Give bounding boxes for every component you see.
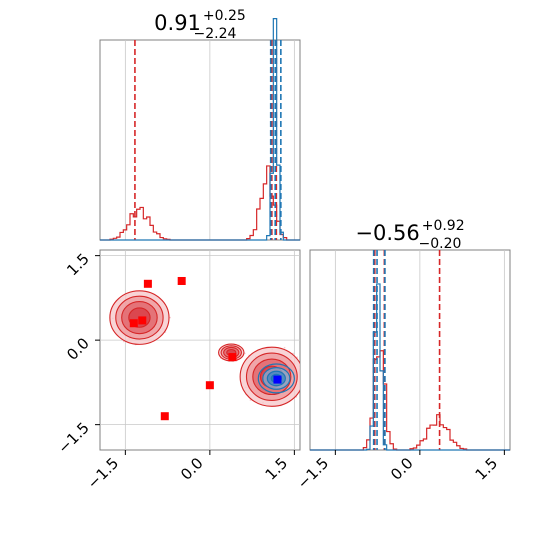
histogram-series-1: [310, 283, 510, 451]
contour-group: [109, 232, 306, 421]
sample-dot: [169, 316, 171, 319]
panel-bottom-left-frame: [99, 249, 301, 451]
sample-dot: [304, 375, 306, 377]
blue-square-point-0: [273, 375, 282, 384]
xtick-label-1: 0.0: [177, 454, 207, 484]
histogram-series-0: [310, 350, 510, 451]
ytick-label-1: 0.0: [63, 334, 93, 364]
panel-bottom-right-title-sub: −0.20: [419, 236, 462, 252]
xtick-label-0: −1.5: [84, 454, 122, 492]
xtick-label-1: 0.0: [387, 454, 417, 484]
sample-dot: [249, 399, 252, 401]
histogram-series-1: [100, 18, 300, 241]
sample-dot: [283, 346, 286, 349]
panel-top-left-title-main: 0.91: [154, 11, 201, 35]
panel-bottom-left-marks: [109, 232, 306, 421]
red-square-point-2: [220, 232, 228, 240]
red-square-point-5: [228, 353, 237, 362]
panel-top-left-title-sup: +0.25: [203, 8, 246, 24]
panel-bottom-right-series: [310, 250, 510, 451]
panel-top-left-grid: [124, 40, 295, 240]
ytick-label-0: −1.5: [54, 419, 92, 457]
panel-bottom-right-title: −0.56 +0.92 −0.20: [355, 218, 464, 252]
red-square-point-3: [129, 319, 138, 328]
panel-bottom-right: −1.5 0.0 1.5 −0.56 +0.92 −0.20: [294, 218, 511, 493]
red-square-point-4: [138, 316, 147, 325]
red-square-point-0: [143, 279, 152, 288]
panel-top-left-title-sub: −2.24: [194, 26, 237, 42]
red-square-point-7: [160, 412, 169, 421]
xtick-label-2: 1.5: [472, 454, 502, 484]
sample-dot: [304, 377, 306, 379]
panel-bottom-right-grid: [334, 250, 505, 450]
red-square-point-1: [177, 276, 186, 285]
xtick-label-0: −1.5: [294, 454, 332, 492]
panel-bottom-right-title-main: −0.56: [355, 221, 419, 245]
red-square-point-6: [205, 381, 214, 390]
panel-bottom-left: −1.5 0.0 1.5 −1.5 0.0 1.5: [54, 232, 306, 493]
panel-bottom-right-frame: [309, 249, 511, 451]
xtick-label-2: 1.5: [262, 454, 292, 484]
ytick-label-2: 1.5: [63, 250, 93, 280]
blue-contour-0: [257, 363, 295, 394]
panel-top-left-series: [100, 18, 300, 241]
sample-dot: [303, 372, 305, 374]
panel-bottom-left-xticks: −1.5 0.0 1.5: [84, 450, 295, 493]
panel-top-left-title: 0.91 +0.25 −2.24: [154, 8, 246, 42]
panel-bottom-left-yticks: −1.5 0.0 1.5: [54, 250, 100, 457]
panel-top-left: 0.91 +0.25 −2.24: [99, 8, 301, 241]
panel-bottom-right-xticks: −1.5 0.0 1.5: [294, 450, 505, 493]
panel-bottom-right-title-sup: +0.92: [422, 218, 465, 234]
